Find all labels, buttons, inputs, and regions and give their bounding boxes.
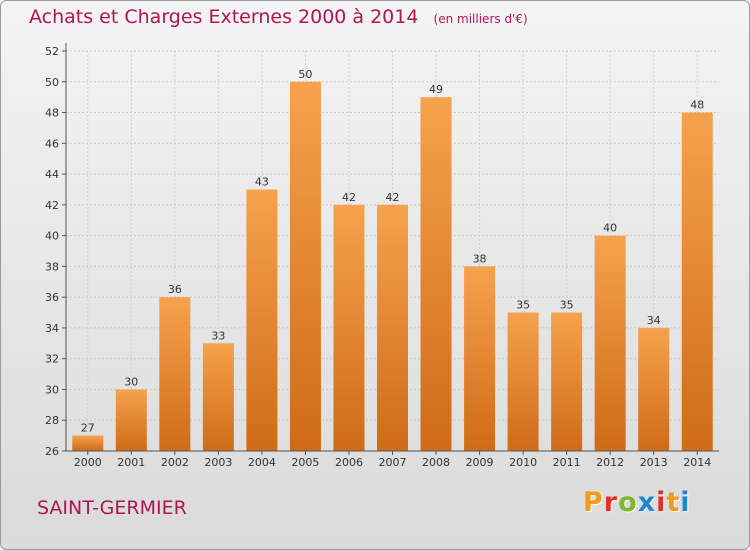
bar-2012	[594, 235, 626, 451]
bar-2000	[72, 435, 104, 451]
axis-layer: 26 28 30 32 34 36 38 40 42 44 46 48 50 52 2000 2001 2002…	[45, 43, 719, 469]
bar-2003	[202, 343, 234, 451]
logo-letter: o	[618, 487, 638, 518]
bar-2010	[507, 312, 539, 451]
y-tick-label: 34	[45, 322, 59, 335]
x-tick-label: 2009	[466, 456, 494, 469]
chart-title: Achats et Charges Externes 2000 à 2014	[29, 6, 419, 28]
value-label: 50	[298, 68, 312, 81]
x-tick-label: 2000	[74, 456, 102, 469]
bar-2002	[159, 297, 191, 451]
bar-2011	[551, 312, 583, 451]
x-tick-label: 2002	[161, 456, 189, 469]
value-label: 36	[168, 283, 182, 296]
logo-letter: i	[680, 487, 691, 518]
bar-2007	[377, 204, 408, 451]
x-tick-label: 2003	[204, 456, 232, 469]
value-label: 35	[560, 299, 574, 312]
bar-2014	[681, 112, 713, 452]
value-label: 35	[516, 299, 530, 312]
bars-layer	[72, 81, 713, 452]
y-tick-label: 36	[45, 291, 59, 304]
y-tick-label: 32	[45, 353, 59, 366]
y-tick-label: 46	[45, 137, 59, 150]
y-tick-label: 42	[45, 199, 59, 212]
logo-letter: r	[603, 487, 619, 518]
bar-2009	[464, 266, 496, 451]
x-tick-label: 2014	[683, 456, 711, 469]
value-label: 49	[429, 83, 443, 96]
value-label: 30	[124, 375, 138, 388]
x-tick-label: 2012	[596, 456, 624, 469]
bar-2006	[333, 204, 365, 451]
y-tick-label: 50	[45, 76, 59, 89]
value-label: 34	[647, 314, 661, 327]
y-tick-label: 52	[45, 45, 59, 58]
x-tick-label: 2006	[335, 456, 363, 469]
logo-letter: x	[637, 487, 657, 518]
x-tick-label: 2013	[640, 456, 668, 469]
title-row: Achats et Charges Externes 2000 à 2014 (…	[29, 6, 528, 28]
value-label: 27	[81, 422, 95, 435]
bar-2004	[246, 189, 278, 451]
y-tick-label: 38	[45, 260, 59, 273]
value-label: 48	[690, 99, 704, 112]
x-tick-label: 2010	[509, 456, 537, 469]
labels-layer: 27 30 36 33 43 50 42 42 49 38 35 35 40 34 48	[81, 68, 704, 435]
chart-unit: (en milliers d'€)	[433, 12, 528, 26]
y-tick-label: 30	[45, 383, 59, 396]
bar-2001	[115, 389, 147, 451]
y-tick-label: 44	[45, 168, 59, 181]
x-tick-label: 2005	[291, 456, 319, 469]
x-tick-label: 2008	[422, 456, 450, 469]
value-label: 43	[255, 175, 269, 188]
bar-2008	[420, 97, 452, 452]
y-tick-label: 40	[45, 230, 59, 243]
value-label: 33	[211, 329, 225, 342]
place-name: SAINT-GERMIER	[37, 497, 187, 519]
bar-2013	[638, 327, 670, 451]
value-label: 42	[342, 191, 356, 204]
x-tick-label: 2011	[553, 456, 581, 469]
logo-letter: i	[656, 487, 667, 518]
logo-letter: t	[666, 487, 681, 518]
logo-letter: P	[583, 487, 604, 518]
y-tick-label: 48	[45, 107, 59, 120]
y-tick-label: 26	[45, 445, 59, 458]
x-tick-label: 2001	[117, 456, 145, 469]
proxiti-logo: Proxiti	[583, 487, 691, 518]
x-tick-label: 2004	[248, 456, 276, 469]
value-label: 42	[386, 191, 400, 204]
value-label: 40	[603, 222, 617, 235]
y-tick-label: 28	[45, 414, 59, 427]
bar-2005	[289, 81, 321, 452]
x-tick-label: 2007	[379, 456, 407, 469]
value-label: 38	[473, 252, 487, 265]
